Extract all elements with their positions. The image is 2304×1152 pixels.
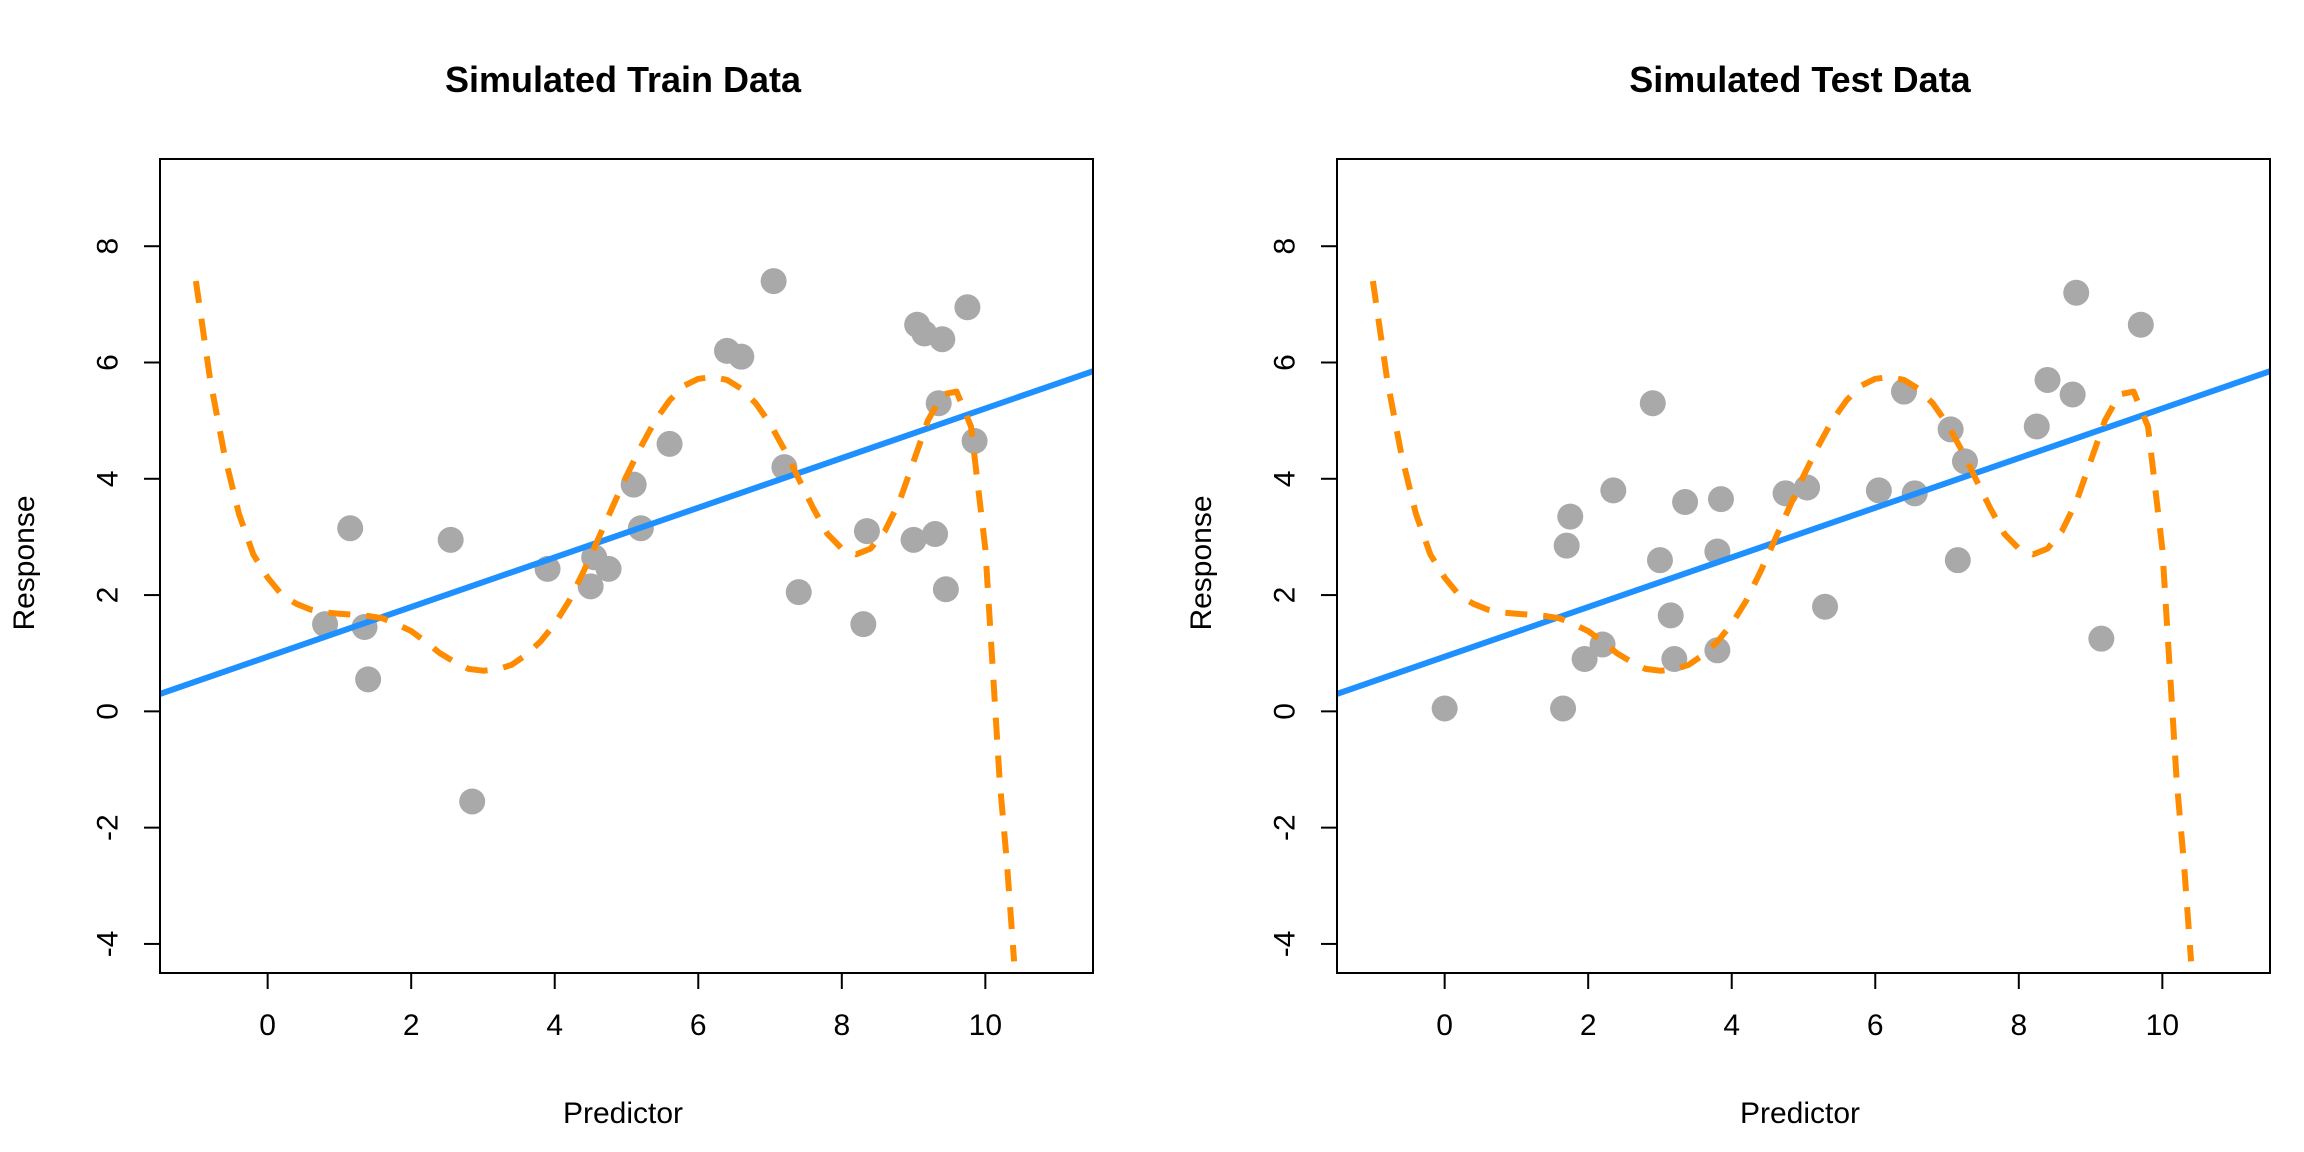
test-x-tick-label: 10: [2146, 1009, 2179, 1042]
train-data-point: [954, 294, 981, 321]
test-data-point: [1550, 695, 1577, 722]
train-chart-title: Simulated Train Data: [445, 59, 802, 100]
train-y-tick-label: 8: [92, 238, 125, 255]
test-data-point: [2023, 413, 2050, 440]
test-chart-title: Simulated Test Data: [1629, 59, 1971, 100]
train-data-point: [922, 521, 949, 548]
test-data-point: [2034, 366, 2061, 393]
test-data-point: [1553, 532, 1580, 559]
train-data-point: [853, 518, 880, 545]
test-data-point: [1672, 489, 1699, 516]
test-data-point: [1937, 416, 1964, 443]
test-linear-fit-line: [1337, 368, 2270, 697]
train-data-point: [577, 573, 604, 600]
test-data-point: [1944, 547, 1971, 574]
test-data-point: [1639, 390, 1666, 417]
test-data-point: [1600, 477, 1627, 504]
test-y-axis: -4 -2 0 2 4 6 8: [1269, 238, 1338, 957]
test-data-point: [2127, 311, 2154, 338]
train-y-tick-label: -2: [92, 814, 125, 841]
test-plot-frame: [1336, 158, 2271, 974]
test-polynomial-fit-line: [1369, 280, 2195, 962]
test-data-point: [1865, 477, 1892, 504]
train-data-point: [355, 666, 382, 693]
test-data-point: [1646, 547, 1673, 574]
train-x-tick-label: 0: [259, 1009, 276, 1042]
train-data-point: [459, 788, 486, 815]
test-y-tick-label: -2: [1269, 814, 1302, 841]
train-data-point: [760, 268, 787, 295]
test-data-point: [2063, 279, 2090, 306]
train-data-point: [850, 611, 877, 638]
test-x-axis: 0 2 4 6 8 10: [1436, 972, 2179, 1042]
train-points: [312, 268, 988, 815]
train-data-point: [961, 427, 988, 454]
test-data-point: [1557, 503, 1584, 530]
train-data-point: [929, 326, 956, 353]
train-y-tick-label: 6: [92, 354, 125, 371]
train-plot-marks: 0 2 4 6 8 10 -4 -2 0 2 4 6 8: [92, 158, 1094, 1042]
train-data-point: [932, 576, 959, 603]
train-plot-frame: [159, 158, 1094, 974]
test-panel: Simulated Test Data Predictor Response 0…: [1185, 59, 2271, 1130]
test-x-axis-label: Predictor: [1740, 1097, 1860, 1130]
train-polynomial-fit-line: [192, 280, 1018, 962]
test-y-tick-label: 4: [1269, 470, 1302, 487]
train-y-axis-label: Response: [8, 495, 41, 630]
train-data-point: [595, 555, 622, 582]
test-x-tick-label: 6: [1867, 1009, 1884, 1042]
train-y-axis: -4 -2 0 2 4 6 8: [92, 238, 161, 957]
test-y-tick-label: 2: [1269, 587, 1302, 604]
train-x-tick-label: 4: [546, 1009, 563, 1042]
train-x-tick-label: 8: [833, 1009, 850, 1042]
train-x-tick-label: 6: [690, 1009, 707, 1042]
test-x-tick-label: 4: [1723, 1009, 1740, 1042]
test-x-tick-label: 8: [2010, 1009, 2027, 1042]
test-x-tick-label: 0: [1436, 1009, 1453, 1042]
test-data-point: [2088, 625, 2115, 652]
train-data-point: [785, 579, 812, 606]
train-x-axis-label: Predictor: [563, 1097, 683, 1130]
train-y-tick-label: -4: [92, 931, 125, 958]
test-data-point: [1571, 646, 1598, 673]
test-y-tick-label: -4: [1269, 931, 1302, 958]
test-data-point: [2059, 381, 2086, 408]
test-x-tick-label: 2: [1580, 1009, 1597, 1042]
test-data-point: [1812, 593, 1839, 620]
test-data-point: [1794, 474, 1821, 501]
test-y-tick-label: 8: [1269, 238, 1302, 255]
train-data-point: [900, 526, 927, 553]
train-panel: Simulated Train Data Predictor Response …: [8, 59, 1094, 1130]
train-data-point: [437, 526, 464, 553]
train-data-point: [728, 343, 755, 370]
train-y-tick-label: 2: [92, 587, 125, 604]
test-y-tick-label: 0: [1269, 703, 1302, 720]
train-x-axis: 0 2 4 6 8 10: [259, 972, 1002, 1042]
test-data-point: [1431, 695, 1458, 722]
train-y-tick-label: 0: [92, 703, 125, 720]
test-plot-marks: 0 2 4 6 8 10 -4 -2 0 2 4 6 8: [1269, 158, 2271, 1042]
test-data-point: [1657, 602, 1684, 629]
train-data-point: [337, 515, 364, 542]
train-x-tick-label: 2: [403, 1009, 420, 1042]
train-x-tick-label: 10: [969, 1009, 1002, 1042]
test-y-tick-label: 6: [1269, 354, 1302, 371]
test-data-point: [1707, 486, 1734, 513]
train-y-tick-label: 4: [92, 470, 125, 487]
train-data-point: [312, 611, 339, 638]
test-y-axis-label: Response: [1185, 495, 1218, 630]
train-data-point: [656, 430, 683, 457]
train-linear-fit-line: [160, 368, 1093, 697]
test-points: [1431, 279, 2154, 722]
